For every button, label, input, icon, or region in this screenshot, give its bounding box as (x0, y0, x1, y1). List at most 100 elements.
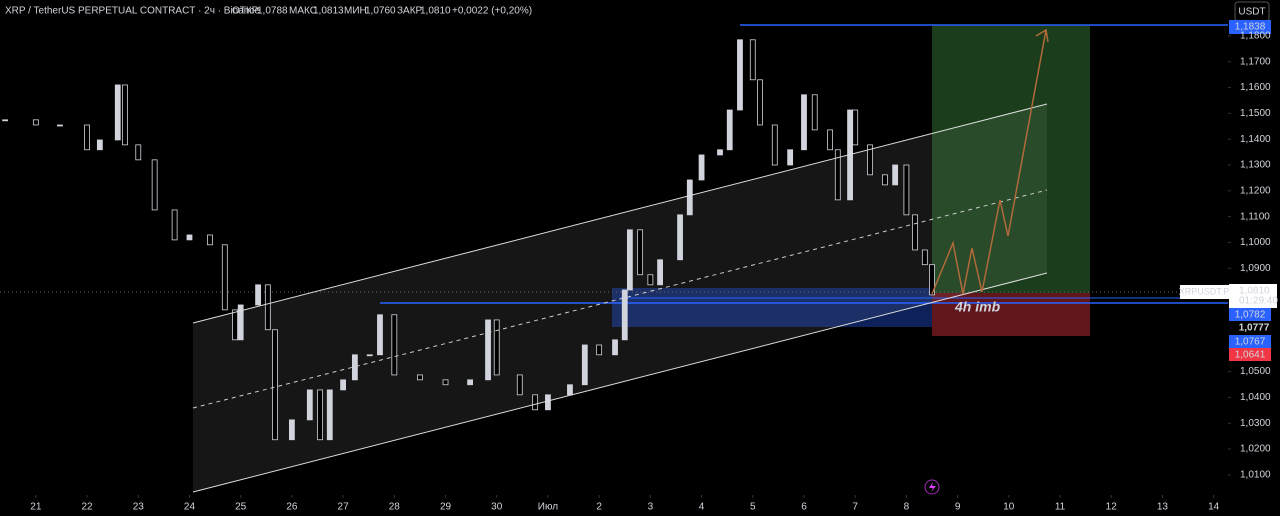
candle (921, 249, 928, 266)
candle (96, 139, 103, 151)
x-tick-label: 6 (801, 502, 807, 513)
candle (852, 109, 859, 146)
candle (493, 319, 500, 376)
candle (377, 314, 383, 356)
alert-icon (924, 479, 940, 495)
candle (717, 149, 723, 156)
candle (232, 309, 238, 341)
x-tick-label: 3 (648, 502, 654, 513)
y-tick-label: 1,1200 (1240, 185, 1271, 196)
candle (57, 124, 63, 127)
price-tag-text: 1,0777 (1239, 323, 1270, 334)
ohlc-value: 1,0813 (313, 6, 344, 17)
candle (32, 119, 39, 126)
candle (757, 79, 763, 126)
candle (612, 339, 618, 356)
candle (867, 144, 873, 176)
x-tick-label: 24 (184, 502, 196, 513)
candle (351, 354, 358, 381)
x-tick-label: 7 (852, 502, 858, 513)
candle (647, 274, 654, 286)
candle (237, 304, 244, 341)
candle (637, 229, 644, 276)
candle (151, 159, 158, 211)
price-tag (1229, 284, 1277, 308)
candle (326, 389, 333, 441)
candle (567, 384, 573, 396)
candle (417, 374, 423, 381)
currency[interactable]: USDT (1238, 7, 1265, 18)
y-tick-label: 1,0100 (1240, 469, 1271, 480)
candle (811, 94, 818, 131)
y-tick-label: 1,1100 (1240, 211, 1270, 222)
x-tick-label: 22 (81, 502, 93, 513)
countdown: 01:29:40 (1239, 296, 1278, 307)
candle (834, 149, 841, 201)
y-tick-label: 1,0500 (1240, 366, 1271, 377)
candle (787, 149, 794, 166)
candle (255, 284, 261, 306)
y-tick-label: 1,0300 (1240, 418, 1271, 429)
x-tick-label: 25 (235, 502, 247, 513)
candle (288, 419, 295, 441)
x-tick-label: 30 (491, 502, 503, 513)
candle (545, 394, 551, 411)
x-tick-label: 26 (286, 502, 298, 513)
candle (677, 214, 683, 261)
candle (272, 329, 278, 441)
price-tag (1229, 308, 1271, 321)
x-tick-label: 14 (1208, 502, 1220, 513)
candle (186, 234, 193, 241)
candle (621, 289, 628, 341)
x-tick-label: Июл (538, 502, 558, 513)
candle (171, 209, 178, 241)
candle (749, 39, 756, 81)
candle (892, 164, 899, 186)
x-tick-label: 5 (750, 502, 756, 513)
price-tag-text: 1,1838 (1235, 22, 1266, 33)
candle (912, 214, 919, 251)
candle (698, 154, 705, 181)
x-tick-label: 4 (699, 502, 705, 513)
imbalance-zone (612, 288, 932, 327)
y-tick-label: 1,1800 (1240, 31, 1271, 42)
y-tick-label: 1,1700 (1240, 56, 1271, 67)
arrow-head (1035, 28, 1049, 43)
x-tick-label: 10 (1003, 502, 1015, 513)
ohlc-label: МАКС (289, 6, 317, 17)
y-tick-label: 1,1600 (1240, 82, 1271, 93)
candle (903, 164, 910, 216)
price-tag-text: 1,0782 (1235, 310, 1266, 321)
candle (122, 84, 128, 146)
candle (2, 119, 9, 122)
projection-path (931, 29, 1047, 295)
x-tick-label: 12 (1106, 502, 1118, 513)
x-tick-label: 8 (904, 502, 910, 513)
alert-icon (929, 482, 936, 492)
change: +0,0022 (+0,20%) (452, 6, 532, 17)
x-tick-label: 21 (30, 502, 42, 513)
x-tick-label: 27 (338, 502, 350, 513)
y-tick-label: 1,1300 (1240, 160, 1271, 171)
candle (516, 374, 523, 396)
x-tick-label: 23 (133, 502, 145, 513)
ohlc-label: ОТКР (232, 6, 259, 17)
price-tag (1229, 335, 1271, 348)
channel-lower (192, 272, 1048, 493)
ohlc-label: ЗАКР (397, 6, 423, 17)
candle (340, 379, 347, 391)
candle (317, 389, 323, 441)
candle (84, 124, 90, 151)
candle (207, 234, 213, 246)
ohlc-value: 1,0760 (365, 6, 396, 17)
candle (391, 314, 398, 376)
candle (442, 379, 449, 386)
candle (881, 174, 888, 186)
x-tick-label: 29 (440, 502, 452, 513)
candle (737, 39, 743, 111)
annotation: 4h imb (954, 299, 1001, 315)
price-tag-text: 1,0767 (1235, 337, 1266, 348)
ticker: XRPUSDT.P (1179, 286, 1230, 296)
candle (135, 144, 142, 161)
